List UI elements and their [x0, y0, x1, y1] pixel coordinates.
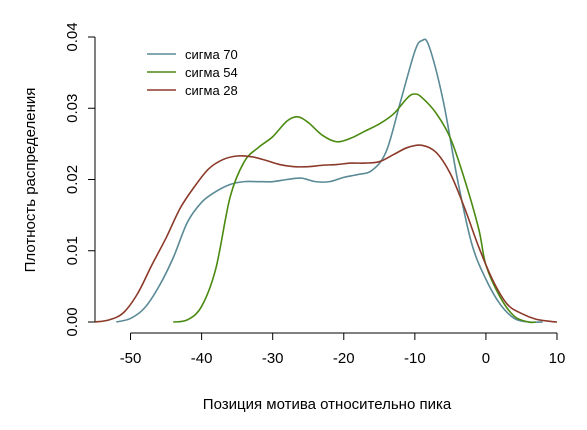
x-tick-label: 10 [549, 350, 566, 367]
x-tick-label: -50 [120, 350, 142, 367]
series-layer [94, 38, 558, 324]
series-line-2 [94, 144, 558, 323]
y-axis: 0.00 0.01 0.02 0.03 0.04 [64, 22, 96, 337]
x-tick-label: -30 [262, 350, 284, 367]
series-line-0 [116, 38, 543, 324]
y-tick-label: 0.01 [64, 236, 81, 265]
y-tick-label: 0.03 [64, 94, 81, 123]
legend: сигма 70 сигма 54 сигма 28 [147, 47, 238, 98]
series-line-1 [173, 93, 536, 324]
legend-label-0: сигма 70 [185, 47, 238, 62]
y-tick-label: 0.04 [64, 22, 81, 51]
legend-label-1: сигма 54 [185, 65, 238, 80]
y-axis-title: Плотность распределения [22, 88, 39, 273]
x-axis-title: Позиция мотива относительно пика [203, 396, 452, 413]
legend-label-2: сигма 28 [185, 83, 238, 98]
x-tick-label: -40 [191, 350, 213, 367]
x-tick-label: -10 [404, 350, 426, 367]
x-tick-label: 0 [482, 350, 490, 367]
x-tick-label: -20 [333, 350, 355, 367]
y-tick-label: 0.00 [64, 307, 81, 336]
y-tick-label: 0.02 [64, 165, 81, 194]
x-axis: -50 -40 -30 -20 -10 0 10 [120, 332, 566, 367]
